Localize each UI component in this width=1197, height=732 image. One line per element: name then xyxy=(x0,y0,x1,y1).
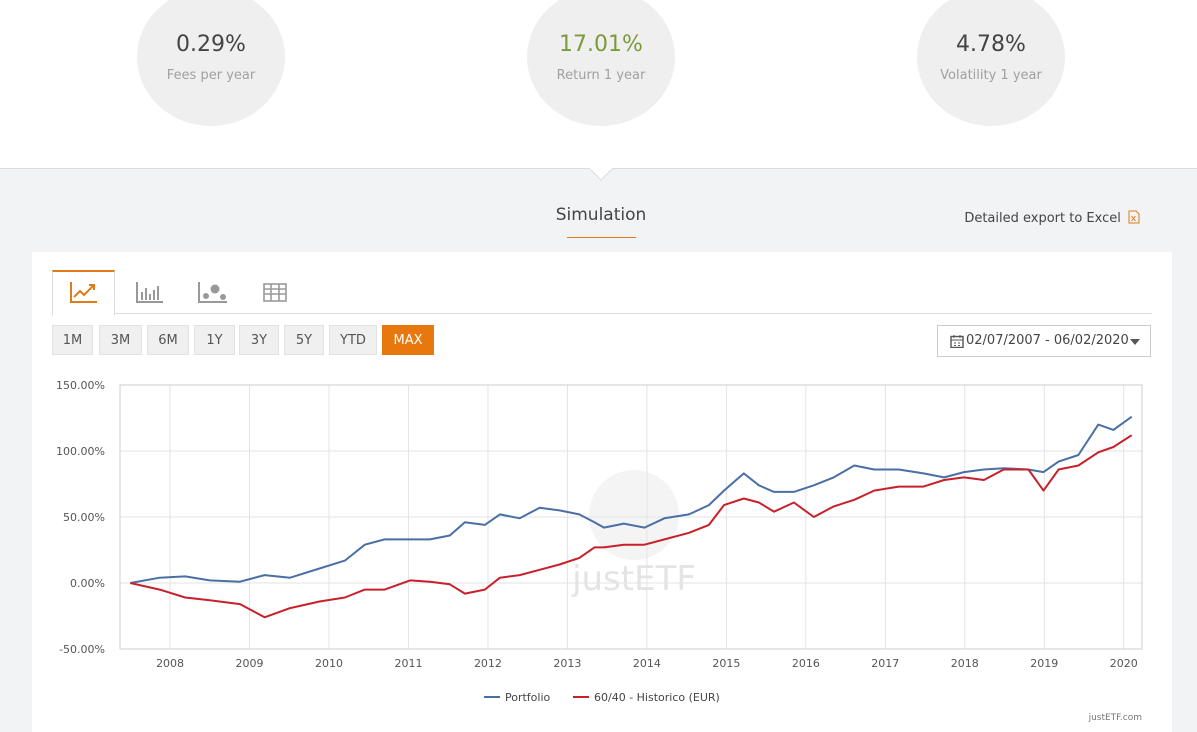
legend-label: Portfolio xyxy=(505,691,551,704)
stat-value: 4.78% xyxy=(956,32,1026,57)
stat-label: Fees per year xyxy=(166,68,256,83)
tab-icons xyxy=(70,282,287,303)
y-tick-label: 0.00% xyxy=(70,577,105,590)
x-tick-label: 2018 xyxy=(951,657,979,670)
watermark: justETF xyxy=(571,559,696,599)
x-tick-label: 2017 xyxy=(871,657,899,670)
period-button[interactable]: YTD xyxy=(329,325,377,355)
period-button[interactable]: MAX xyxy=(382,325,434,355)
tab-line-chart[interactable] xyxy=(52,270,115,316)
y-tick-label: 100.00% xyxy=(56,445,105,458)
y-tick-label: 150.00% xyxy=(56,379,105,392)
series-line xyxy=(130,415,1133,584)
y-tick-label: -50.00% xyxy=(59,643,105,656)
stat-label: Volatility 1 year xyxy=(940,68,1042,83)
x-tick-label: 2020 xyxy=(1110,657,1138,670)
x-tick-label: 2008 xyxy=(156,657,184,670)
x-tick-label: 2010 xyxy=(315,657,343,670)
title-underline xyxy=(567,237,636,238)
stat-volatility: 4.78% Volatility 1 year xyxy=(917,0,1065,126)
x-tick-label: 2009 xyxy=(236,657,264,670)
icon-table[interactable] xyxy=(263,283,287,302)
period-button[interactable]: 5Y xyxy=(284,325,324,355)
watermark-circle xyxy=(589,470,679,560)
date-range[interactable]: 02/07/2007 - 06/02/2020 xyxy=(966,333,1129,348)
icon-scatter[interactable] xyxy=(198,282,227,303)
stat-return: 17.01% Return 1 year xyxy=(527,0,675,126)
export-link[interactable]: Detailed export to Excel xyxy=(964,210,1140,226)
period-button[interactable]: 6M xyxy=(147,325,189,355)
period-button[interactable]: 1Y xyxy=(194,325,235,355)
export-text[interactable]: Detailed export to Excel xyxy=(964,211,1121,226)
legend-label: 60/40 - Historico (EUR) xyxy=(594,691,720,704)
section-title: Simulation xyxy=(555,205,647,225)
icon-line-chart[interactable] xyxy=(70,282,97,303)
notch xyxy=(589,168,613,181)
stat-value: 0.29% xyxy=(176,32,246,57)
stat-label: Return 1 year xyxy=(556,68,646,83)
period-button[interactable]: 3Y xyxy=(239,325,279,355)
icon-bar-chart[interactable] xyxy=(136,282,163,303)
tab-line xyxy=(52,313,1152,314)
x-tick-label: 2013 xyxy=(553,657,581,670)
x-tick-label: 2015 xyxy=(712,657,740,670)
x-tick-label: 2014 xyxy=(633,657,661,670)
stats-panel: 0.29% Fees per year 17.01% Return 1 year… xyxy=(0,0,1197,169)
stat-value: 17.01% xyxy=(559,32,643,57)
plot-border xyxy=(119,384,1143,650)
y-tick-label: 50.00% xyxy=(63,511,105,524)
series-line xyxy=(130,434,1133,619)
x-tick-label: 2019 xyxy=(1030,657,1058,670)
calendar-icon xyxy=(950,335,964,348)
x-tick-label: 2016 xyxy=(792,657,820,670)
credit: justETF.com xyxy=(1088,713,1142,723)
x-tick-label: 2012 xyxy=(474,657,502,670)
period-button[interactable]: 3M xyxy=(99,325,142,355)
stat-fees: 0.29% Fees per year xyxy=(137,0,285,126)
caret xyxy=(1130,339,1140,345)
date-range-picker[interactable]: 02/07/2007 - 06/02/2020 xyxy=(937,325,1151,357)
period-button[interactable]: 1M xyxy=(52,325,93,355)
excel-icon[interactable] xyxy=(1128,210,1140,224)
x-tick-label: 2011 xyxy=(394,657,422,670)
